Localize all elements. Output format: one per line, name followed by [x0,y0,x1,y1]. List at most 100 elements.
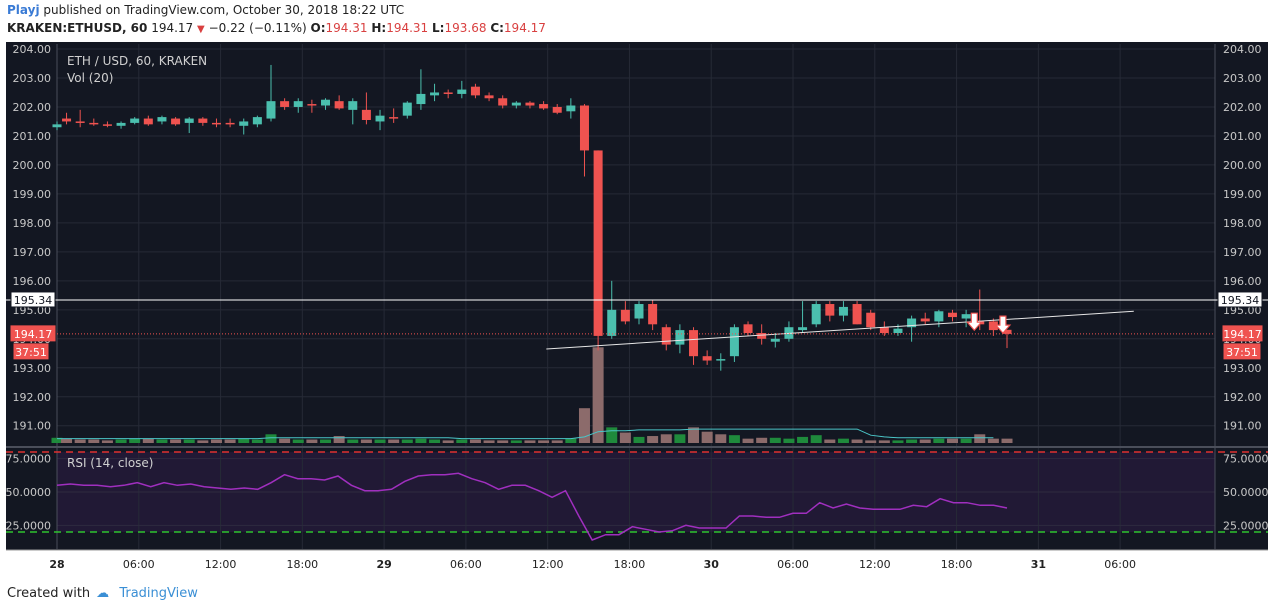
grid-lines [56,44,1216,549]
candle-body [225,122,235,125]
time-axis-strip[interactable] [6,550,1268,576]
price-tick-left: 193.00 [13,362,52,375]
candle-body [89,122,99,125]
price-tick-left: 201.00 [13,130,52,143]
candle-body [961,314,971,319]
volume-bar [647,436,659,443]
volume-bar [238,438,250,443]
price-badges: 195.34 195.34 194.17 194.17 37:51 37:51 [10,291,1263,360]
volume-bar [129,438,141,443]
volume-bar [197,440,209,443]
rsi-line [56,472,1008,541]
candle-body [498,98,508,106]
volume-ma-line [57,428,994,440]
time-tick: 06:00 [777,558,809,571]
volume-bar [156,439,168,443]
ohlc-line: KRAKEN:ETHUSD, 60 194.17 ▼ −0.22 (−0.11%… [7,21,546,35]
author-name[interactable]: Playj [7,3,40,17]
candle-body [907,318,917,328]
candle-body [852,304,862,325]
candle-body [252,117,262,125]
candle-body [879,327,889,334]
close-value: 194.17 [503,21,546,35]
candle-body [934,311,944,322]
publish-line: Playj published on TradingView.com, Octo… [7,3,404,17]
candle-body [798,327,808,331]
sell-arrows [965,312,1012,335]
volume-bar [660,434,672,443]
price-tick-right: 201.00 [1223,130,1262,143]
price-axis-right[interactable]: 204.00 203.00 202.00 201.00 200.00 199.00 198.… [1223,43,1262,433]
candle-body [607,309,617,336]
horizontal-line-label-left: 195.34 [14,294,53,307]
rsi-axis[interactable]: 75.0000 75.0000 50.0000 50.0000 25.0000 25.00… [6,453,1269,533]
rsi-legend[interactable]: RSI (14, close) [67,456,153,470]
candle-body [293,101,303,107]
trendline[interactable] [546,310,1134,350]
volume-bar [837,438,849,443]
price-tick-right: 191.00 [1223,420,1262,433]
close-label: C: [490,21,504,35]
volume-bar [279,438,291,443]
price-tick-right: 204.00 [1223,43,1262,56]
created-with-label: Created with [7,586,91,601]
candle-body [171,118,181,125]
candle-body [634,304,644,319]
low-label: L: [432,21,445,35]
price-change: −0.22 (−0.11%) [208,21,307,35]
open-value: 194.31 [325,21,368,35]
volume-bar [960,438,972,443]
rsi-tick-right: 25.0000 [1223,519,1269,532]
price-tick-right: 197.00 [1223,246,1262,259]
candle-body [1002,329,1012,334]
volume-bar [524,440,536,443]
volume-bar [333,436,345,443]
volume-bar [688,427,700,443]
price-tick-left: 200.00 [13,159,52,172]
candle-body [866,312,876,328]
candle-body [348,101,358,110]
time-tick: 12:00 [205,558,237,571]
volume-bar [701,431,713,443]
candle-body [729,327,739,357]
low-value: 193.68 [444,21,487,35]
main-legend-title[interactable]: ETH / USD, 60, KRAKEN [67,54,207,68]
volume-bar [906,439,918,443]
candle-body [375,115,385,122]
price-tick-right: 200.00 [1223,159,1262,172]
candle-body [389,117,399,119]
price-tick-left: 191.00 [13,420,52,433]
volume-bar [456,439,468,443]
volume-bar [538,440,550,443]
volume-bar [742,438,754,443]
price-tick-right: 196.00 [1223,275,1262,288]
time-axis[interactable]: 28 06:00 12:00 18:00 29 06:00 12:00 18:00 30 06:0… [49,558,1136,571]
time-tick: 29 [376,558,391,571]
last-price-label-right: 194.17 [1223,328,1262,341]
candle-body [661,327,671,345]
horizontal-line-label-right: 195.34 [1221,294,1260,307]
candle-body [566,105,576,112]
candle-body [266,101,276,119]
volume-bar [88,439,100,443]
candle-body [988,321,998,331]
volume-bar [851,439,863,443]
volume-bar [987,438,999,443]
candle-body [539,104,549,109]
candle-body [893,328,903,334]
candle-body [552,106,562,113]
volume-bar [429,439,441,443]
symbol-label: KRAKEN:ETHUSD, 60 [7,21,148,35]
price-axis-left[interactable]: 204.00 203.00 202.00 201.00 200.00 199.00 198.… [13,43,52,433]
tradingview-cloud-icon[interactable]: ☁ [96,586,110,601]
candle-body [743,324,753,334]
tradingview-brand[interactable]: TradingView [119,586,198,601]
price-tick-left: 199.00 [13,188,52,201]
volume-legend[interactable]: Vol (20) [67,71,113,85]
rsi-tick-left: 75.0000 [6,453,52,466]
volume-bar [469,439,481,443]
volume-bar [210,439,222,443]
price-tick-left: 197.00 [13,246,52,259]
volume-bar [578,408,590,443]
